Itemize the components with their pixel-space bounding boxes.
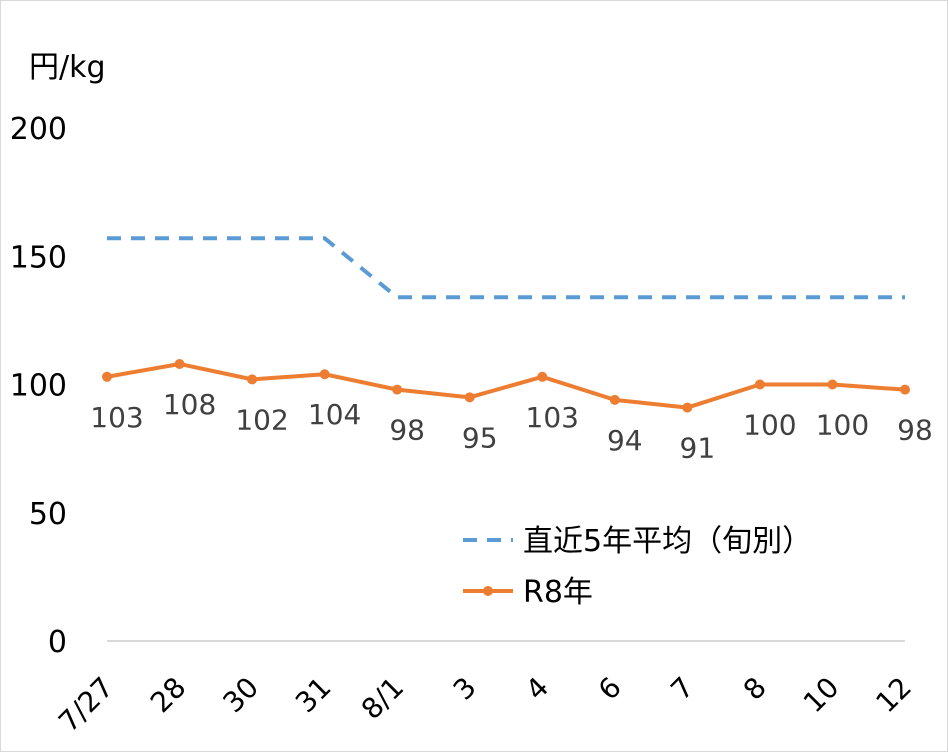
data-point-r8 xyxy=(754,379,765,390)
data-label-r8: 98 xyxy=(897,414,933,447)
data-label-r8: 100 xyxy=(816,409,869,442)
data-label-r8: 94 xyxy=(607,424,643,457)
x-tick-label: 31 xyxy=(289,671,338,720)
series-line-average xyxy=(107,236,905,300)
x-tick-label: 6 xyxy=(592,671,628,707)
legend-marker-r8 xyxy=(483,586,493,596)
data-point-r8 xyxy=(900,384,910,395)
y-tick-label: 150 xyxy=(10,240,67,275)
data-point-r8 xyxy=(464,392,475,403)
x-tick-label: 4 xyxy=(519,671,555,707)
y-tick-label: 100 xyxy=(10,369,67,404)
x-tick-label: 28 xyxy=(144,671,193,720)
data-point-r8 xyxy=(827,379,838,390)
data-point-r8 xyxy=(392,384,403,395)
data-label-r8: 103 xyxy=(526,401,579,434)
data-point-r8 xyxy=(174,358,185,369)
data-point-r8 xyxy=(319,369,330,380)
data-point-r8 xyxy=(537,371,548,382)
data-point-r8 xyxy=(682,402,693,413)
x-tick-label: 3 xyxy=(447,671,483,707)
data-point-r8 xyxy=(102,371,112,382)
x-tick-label: 7/27 xyxy=(52,671,120,739)
data-point-r8 xyxy=(609,394,620,405)
x-tick-label: 10 xyxy=(797,671,846,720)
series-line-r8 xyxy=(106,361,906,410)
x-tick-label: 30 xyxy=(217,671,266,720)
data-label-r8: 91 xyxy=(680,432,716,465)
legend-label-r8: R8年 xyxy=(523,575,593,610)
legend: 直近5年平均（旬別） R8年 xyxy=(463,524,812,610)
data-label-r8: 98 xyxy=(389,414,425,447)
data-label-r8: 100 xyxy=(743,409,796,442)
data-label-r8: 104 xyxy=(308,398,361,431)
y-tick-label: 0 xyxy=(48,625,67,660)
x-tick-label: 8 xyxy=(737,671,773,707)
y-tick-label: 200 xyxy=(10,112,67,147)
y-tick-label: 50 xyxy=(29,497,67,532)
legend-label-average: 直近5年平均（旬別） xyxy=(523,524,812,559)
data-label-r8: 103 xyxy=(90,401,143,434)
y-axis-unit-label: 円/kg xyxy=(29,50,106,85)
data-label-r8: 95 xyxy=(462,421,498,454)
data-point-r8 xyxy=(247,374,258,385)
data-label-r8: 108 xyxy=(163,388,216,421)
x-tick-label: 12 xyxy=(869,671,918,720)
x-tick-label: 8/1 xyxy=(355,671,410,726)
x-tick-label: 7 xyxy=(664,671,700,707)
data-label-r8: 102 xyxy=(235,403,288,436)
